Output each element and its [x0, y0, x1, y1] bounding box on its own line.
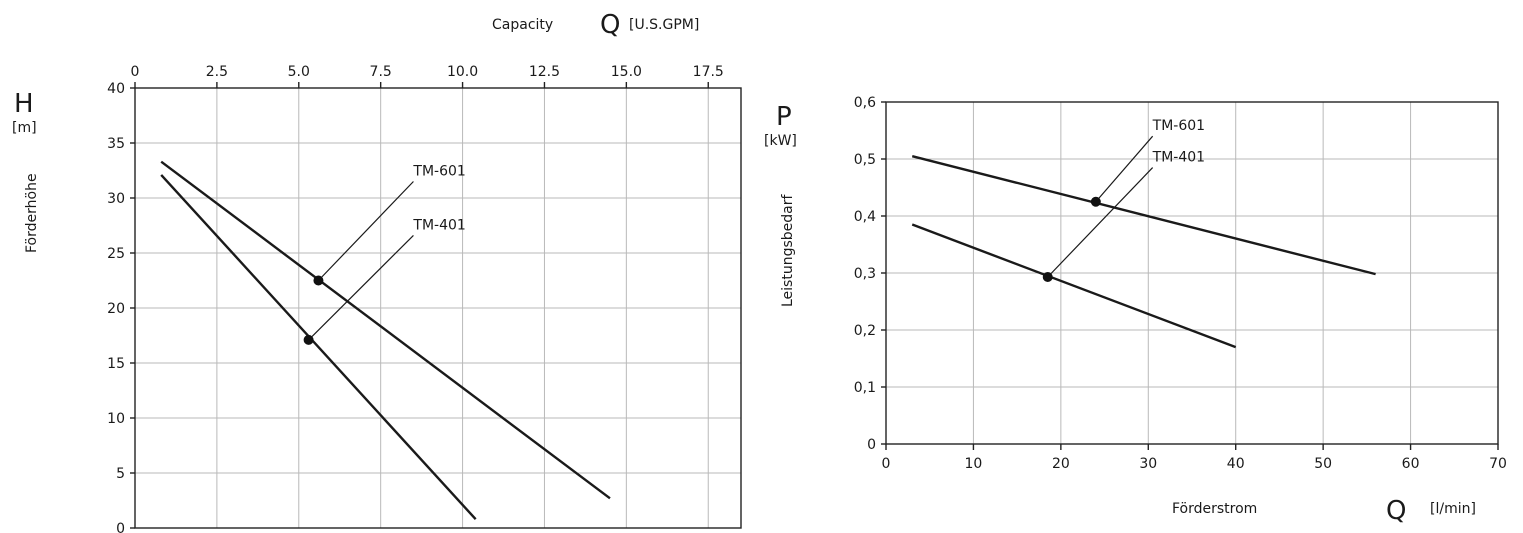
power-chart-marker-tm-601: [1090, 196, 1101, 207]
head-chart-y-tick-labels: 0 5 10 15 20 25 30 35 40: [107, 81, 135, 533]
power-chart-y-tick-label: 0,1: [854, 380, 876, 396]
head-chart-y-tick-label: 35: [107, 136, 125, 152]
head-chart-y-tick-label: 0: [116, 521, 125, 533]
power-chart-x-tick-label: 40: [1227, 456, 1245, 472]
power-chart-series-label-tm-601: TM-601: [1152, 118, 1205, 134]
power-chart-marker-tm-401: [1042, 271, 1053, 282]
head-chart-top-tick-label: 12.5: [529, 64, 560, 80]
power-chart-y-unit: [kW]: [764, 133, 797, 149]
head-chart-top-tick-label: 2.5: [206, 64, 228, 80]
head-chart-y-tick-label: 30: [107, 191, 125, 207]
power-chart-leader-tm-601: [1095, 135, 1154, 203]
head-chart-top-tick-label: 5.0: [288, 64, 310, 80]
head-chart-y-unit: [m]: [12, 120, 37, 136]
head-chart-series-label-tm-601: TM-601: [412, 164, 465, 180]
head-chart-y-tick-label: 20: [107, 301, 125, 317]
head-chart-y-tick-label: 25: [107, 246, 125, 262]
head-chart-curves: TM-601 TM-401: [160, 160, 611, 521]
power-chart: 0 10 20 30 40 50 60 70 0 0,1 0,2 0,3 0,4 0,5 0,6 TM-6…: [764, 95, 1507, 526]
head-chart: 0 2.5 5.0 7.5 10.0 12.5 15.0 17.5 0 5 10 15 20 25 30 3…: [12, 10, 742, 533]
power-chart-x-tick-label: 70: [1489, 456, 1507, 472]
power-chart-curve-tm-401: [911, 223, 1237, 349]
head-chart-top-tick-label: 15.0: [611, 64, 642, 80]
head-chart-grid: [135, 88, 741, 528]
head-chart-leader-tm-401: [308, 234, 414, 341]
head-chart-top-tick-labels: 0 2.5 5.0 7.5 10.0 12.5 15.0 17.5: [131, 64, 724, 88]
power-chart-x-axis-label: Förderstrom: [1172, 501, 1257, 517]
power-chart-curves: TM-601 TM-401: [911, 118, 1376, 349]
power-chart-y-axis-label: Leistungsbedarf: [780, 194, 796, 307]
power-chart-x-tick-label: 0: [882, 456, 891, 472]
head-chart-curve-tm-601: [160, 160, 611, 500]
head-chart-top-axis-unit: [U.S.GPM]: [629, 17, 699, 33]
power-chart-y-symbol: P: [776, 102, 792, 132]
power-chart-y-tick-label: 0,2: [854, 323, 876, 339]
head-chart-y-tick-label: 40: [107, 81, 125, 97]
power-chart-x-tick-label: 60: [1402, 456, 1420, 472]
power-chart-y-tick-label: 0,4: [854, 209, 876, 225]
head-chart-series-label-tm-401: TM-401: [412, 217, 465, 233]
power-chart-y-tick-labels: 0 0,1 0,2 0,3 0,4 0,5 0,6: [854, 95, 886, 453]
power-chart-x-tick-label: 10: [965, 456, 983, 472]
head-chart-top-tick-label: 0: [131, 64, 140, 80]
power-chart-x-axis-unit: [l/min]: [1430, 501, 1476, 517]
head-chart-marker-tm-401: [303, 334, 314, 345]
head-chart-leader-tm-601: [318, 181, 414, 281]
head-chart-top-axis-symbol: Q: [600, 10, 620, 40]
head-chart-y-symbol: H: [14, 89, 34, 119]
head-chart-top-axis-label: Capacity: [492, 17, 553, 33]
head-chart-top-tick-label: 10.0: [447, 64, 478, 80]
head-chart-top-tick-label: 7.5: [370, 64, 392, 80]
head-chart-curve-tm-401: [160, 174, 477, 521]
head-chart-y-tick-label: 10: [107, 411, 125, 427]
power-chart-x-tick-label: 50: [1314, 456, 1332, 472]
power-chart-leader-tm-401: [1047, 167, 1154, 278]
power-chart-y-tick-label: 0,3: [854, 266, 876, 282]
head-chart-y-axis-label: Förderhöhe: [24, 173, 40, 253]
power-chart-y-tick-label: 0,6: [854, 95, 876, 111]
power-chart-x-tick-labels: 0 10 20 30 40 50 60 70: [882, 444, 1507, 472]
power-chart-curve-tm-601: [911, 154, 1376, 276]
head-chart-marker-tm-601: [313, 275, 324, 286]
head-chart-y-tick-label: 5: [116, 466, 125, 482]
power-chart-y-tick-label: 0,5: [854, 152, 876, 168]
power-chart-x-tick-label: 20: [1052, 456, 1070, 472]
head-chart-top-tick-label: 17.5: [693, 64, 724, 80]
power-chart-y-tick-label: 0: [867, 437, 876, 453]
power-chart-x-axis-symbol: Q: [1386, 496, 1406, 526]
power-chart-x-tick-label: 30: [1139, 456, 1157, 472]
head-chart-y-tick-label: 15: [107, 356, 125, 372]
power-chart-series-label-tm-401: TM-401: [1152, 150, 1205, 166]
